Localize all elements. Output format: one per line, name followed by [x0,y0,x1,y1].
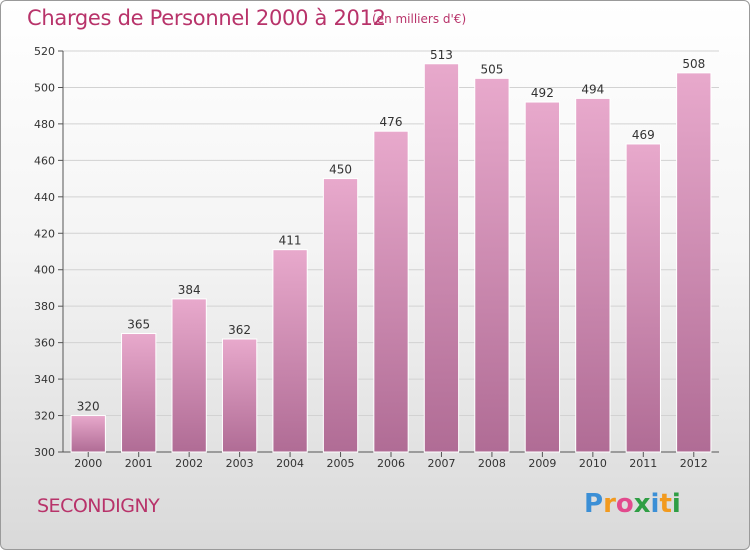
x-tick-label: 2008 [478,457,506,470]
bar-value-label: 411 [279,234,302,248]
bar-2006 [373,130,409,453]
y-tick-label: 320 [34,410,55,423]
y-tick-label: 500 [34,81,55,94]
bar-2005 [322,178,359,453]
x-tick-label: 2011 [629,457,657,470]
y-tick-label: 340 [34,373,55,386]
bar-value-label: 384 [178,283,201,297]
y-tick-label: 300 [34,446,55,459]
proxiti-logo: Proxiti [584,489,681,519]
bar-value-label: 365 [127,318,150,332]
y-tick-label: 440 [34,191,55,204]
x-tick-label: 2012 [680,457,708,470]
x-axis-labels: 2000 2001 2002 2003 2004 2005 2006 2007 2008 2009… [74,452,708,470]
chart-title: Charges de Personnel 2000 à 2012 [27,6,386,30]
commune-name: SECONDIGNY [37,495,160,517]
logo-letter: P [584,489,604,519]
bar-2009 [524,101,561,453]
bar-value-labels: 320 365 384 362 411 450 476 513 505 492 494 469 508 [77,48,705,414]
bars [70,63,712,453]
logo-letter: i [671,489,681,519]
y-tick-label: 360 [34,337,55,350]
logo-letter: o [615,489,634,519]
bar-2001 [121,333,157,453]
bar-value-label: 508 [682,57,705,71]
logo-letter: i [650,489,660,519]
bar-2012 [676,72,712,453]
bar-value-label: 450 [329,163,352,177]
x-tick-label: 2006 [377,457,405,470]
bar-value-label: 494 [581,82,604,96]
x-tick-label: 2002 [175,457,203,470]
x-tick-label: 2001 [125,457,153,470]
bar-value-label: 320 [77,400,100,414]
chart-subtitle: (en milliers d'€) [372,12,467,26]
bar-2011 [625,143,661,453]
logo-letter: x [633,489,651,519]
bar-2008 [474,77,510,453]
bar-value-label: 362 [228,323,251,337]
logo-letter: r [603,489,616,519]
x-tick-label: 2007 [427,457,455,470]
y-tick-label: 520 [34,45,55,58]
bar-2004 [272,249,308,453]
x-tick-label: 2005 [327,457,355,470]
bar-2002 [171,298,207,453]
bar-2003 [221,338,258,453]
y-tick-label: 380 [34,300,55,313]
x-tick-label: 2000 [74,457,102,470]
y-tick-label: 420 [34,227,55,240]
bar-2010 [575,97,611,453]
x-tick-label: 2010 [579,457,607,470]
y-tick-label: 400 [34,264,55,277]
bar-value-label: 505 [480,62,503,76]
bar-2000 [70,415,106,453]
y-tick-label: 480 [34,118,55,131]
bar-value-label: 469 [632,128,655,142]
bar-value-label: 513 [430,48,453,62]
bar-value-label: 492 [531,86,554,100]
x-tick-label: 2004 [276,457,304,470]
bar-2007 [423,63,460,453]
x-tick-label: 2009 [528,457,556,470]
logo-letter: t [659,489,672,519]
x-tick-label: 2003 [226,457,254,470]
bar-value-label: 476 [380,115,403,129]
y-tick-label: 460 [34,154,55,167]
